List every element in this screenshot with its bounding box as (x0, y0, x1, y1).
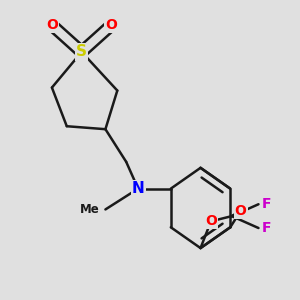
Text: F: F (262, 221, 271, 235)
Text: O: O (105, 18, 117, 32)
Text: O: O (46, 18, 58, 32)
Text: N: N (132, 181, 145, 196)
Text: O: O (235, 204, 247, 218)
Text: S: S (76, 44, 87, 59)
Text: O: O (205, 214, 217, 228)
Text: Me: Me (80, 203, 100, 216)
Text: F: F (262, 197, 271, 211)
